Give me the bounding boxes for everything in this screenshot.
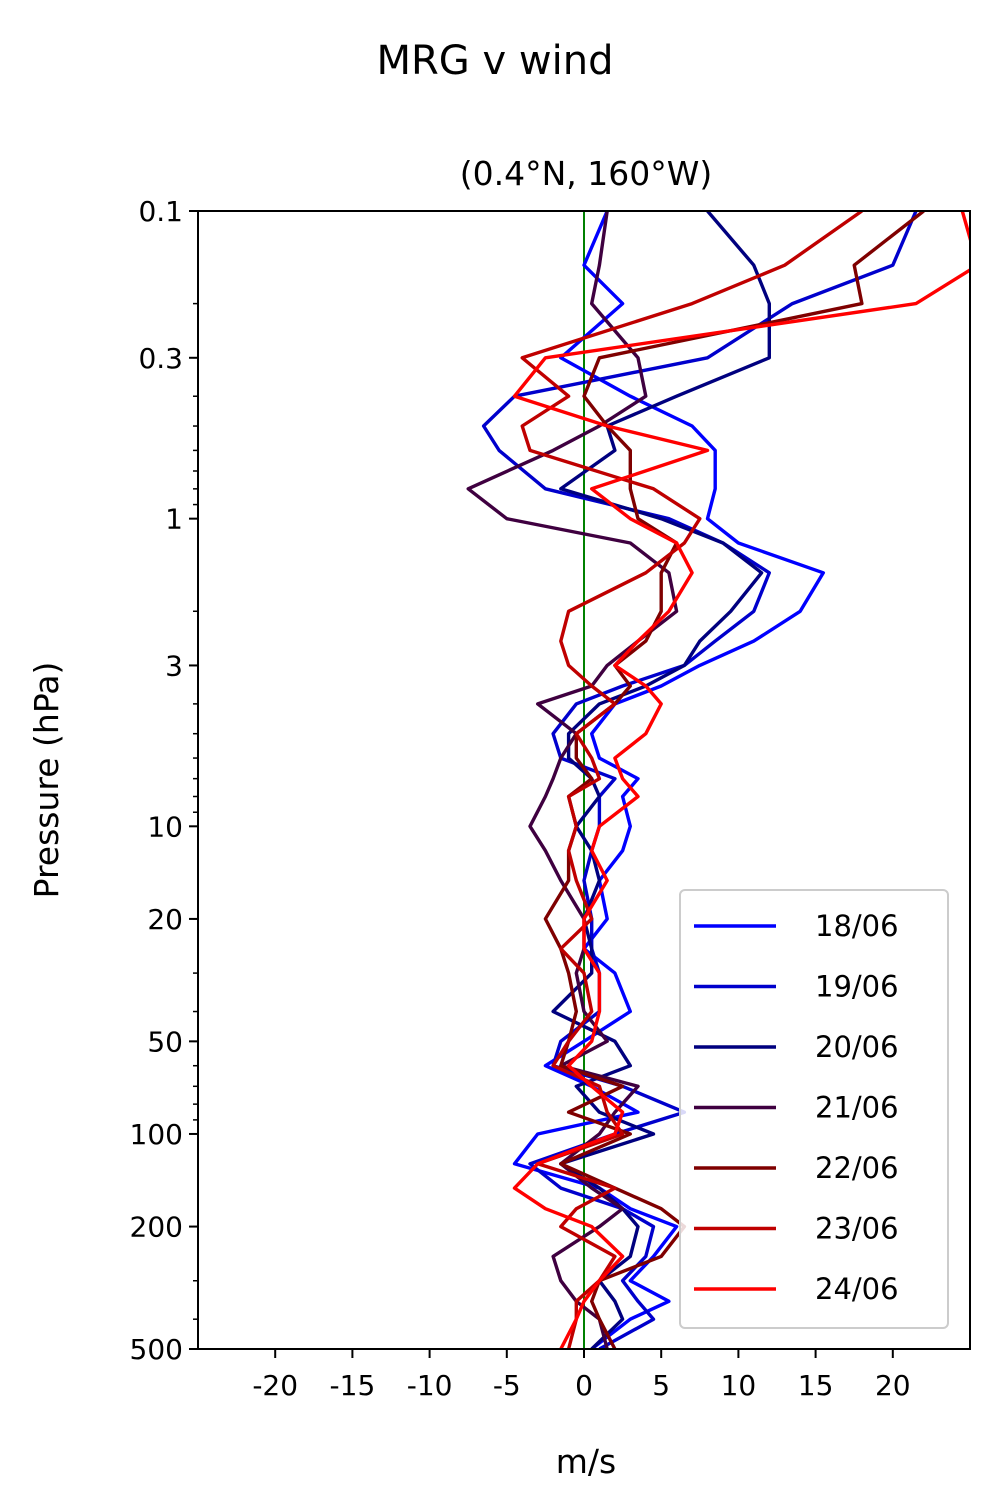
x-tick-label: 20 (875, 1369, 911, 1402)
chart-title: (0.4°N, 160°W) (460, 154, 713, 193)
y-tick-label: 3 (165, 649, 183, 682)
legend-label: 22/06 (815, 1151, 899, 1185)
series-line-6 (520, 211, 863, 1349)
x-axis: -20 -15 -10 -5 0 5 10 15 20 (252, 1349, 911, 1402)
y-tick-label: 0.3 (138, 342, 183, 375)
y-axis: 0.1 0.3 1 3 10 20 50 100 200 500 (130, 195, 198, 1366)
legend-label: 21/06 (815, 1091, 899, 1125)
x-axis-label: m/s (556, 1442, 616, 1481)
y-axis-label: Pressure (hPa) (27, 662, 66, 899)
legend-label: 20/06 (815, 1030, 899, 1064)
chart-suptitle: MRG v wind (377, 38, 614, 84)
legend-label: 18/06 (815, 909, 899, 943)
y-tick-label: 50 (147, 1025, 183, 1058)
series-line-4 (466, 211, 679, 1349)
x-tick-label: 10 (721, 1369, 757, 1402)
x-tick-label: -5 (493, 1369, 521, 1402)
y-tick-label: 200 (130, 1211, 183, 1244)
legend-box (679, 889, 949, 1329)
x-tick-label: -15 (330, 1369, 376, 1402)
y-tick-label: 10 (147, 810, 183, 843)
legend-label: 19/06 (815, 970, 899, 1004)
x-tick-label: -20 (252, 1369, 298, 1402)
x-tick-label: 5 (652, 1369, 670, 1402)
y-tick-label: 0.1 (138, 195, 183, 228)
x-tick-label: -10 (407, 1369, 453, 1402)
y-tick-label: 20 (147, 903, 183, 936)
x-tick-label: 15 (798, 1369, 834, 1402)
y-tick-label: 1 (165, 503, 183, 536)
series-line-7 (512, 211, 970, 1349)
legend-label: 24/06 (815, 1272, 899, 1306)
x-tick-label: 0 (575, 1369, 593, 1402)
legend-label: 23/06 (815, 1212, 899, 1246)
legend: 18/06 19/06 20/06 21/06 22/06 23/06 24/06 (679, 889, 949, 1329)
y-tick-label: 100 (130, 1118, 183, 1151)
series-line-1 (512, 211, 825, 1349)
y-tick-label: 500 (130, 1333, 183, 1366)
plot-area (466, 211, 970, 1349)
